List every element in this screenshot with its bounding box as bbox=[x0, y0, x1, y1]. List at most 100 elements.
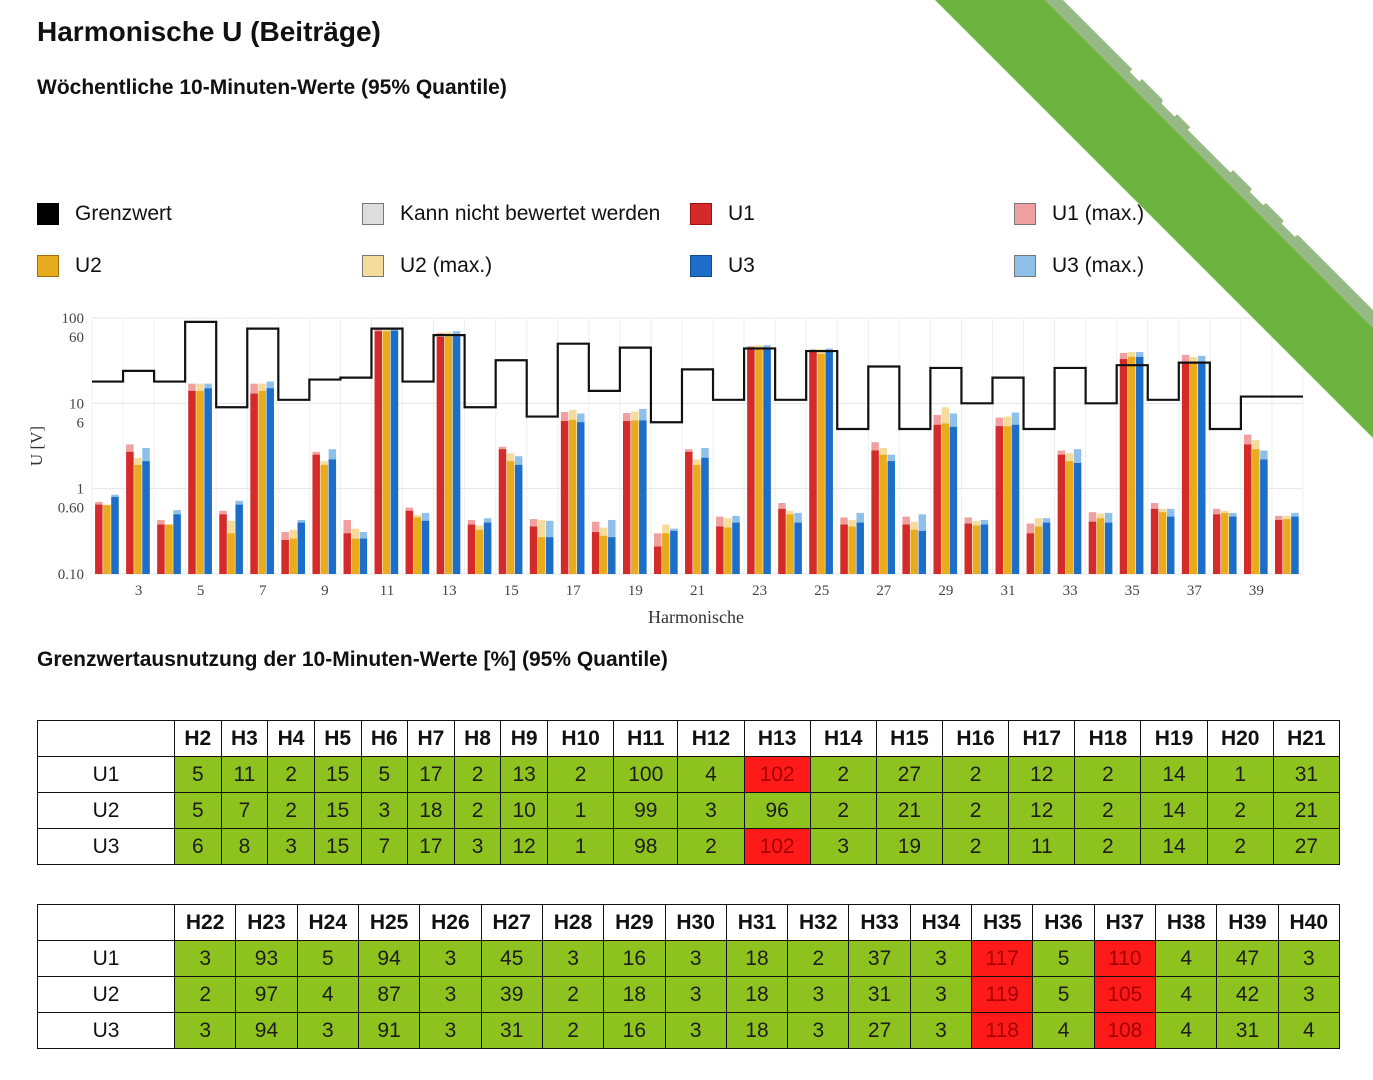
table-header-h26: H26 bbox=[419, 904, 482, 941]
table-cell: 3 bbox=[541, 940, 605, 977]
table-cell: 18 bbox=[603, 976, 666, 1013]
table-header-h11: H11 bbox=[613, 720, 679, 757]
bar-u2-h20 bbox=[662, 533, 670, 574]
table-cell: 2 bbox=[541, 976, 605, 1013]
bar-u2-h32 bbox=[1034, 526, 1043, 574]
table-cell: 3 bbox=[677, 792, 745, 829]
table-header-h38: H38 bbox=[1154, 904, 1218, 941]
bar-u2-h16 bbox=[537, 537, 546, 574]
table-cell: 5 bbox=[1032, 976, 1095, 1013]
table-cell: 6 bbox=[174, 828, 222, 865]
table-cell: 110 bbox=[1093, 940, 1157, 977]
table-cell: 102 bbox=[743, 756, 811, 793]
table-cell: 18 bbox=[407, 792, 455, 829]
x-tick-label: 13 bbox=[442, 583, 457, 599]
table-row: U1 5 11 2 15 5 17 2 13 2 100 4 102 2 27 2 12 2 14 1 31 bbox=[37, 756, 1341, 793]
y-tick-label: 60 bbox=[69, 330, 84, 346]
bar-u3-h27 bbox=[887, 461, 895, 574]
table-cell: 31 bbox=[480, 1012, 543, 1049]
table-cell: 27 bbox=[848, 1012, 911, 1049]
bar-u2-h15 bbox=[506, 461, 515, 574]
table-cell: 4 bbox=[1154, 976, 1218, 1013]
table-cell: 14 bbox=[1140, 756, 1208, 793]
table-cell: 3 bbox=[787, 976, 850, 1013]
table-cell: 3 bbox=[664, 940, 727, 977]
y-tick-label: 1 bbox=[77, 482, 85, 498]
table-header-h14: H14 bbox=[809, 720, 877, 757]
table-header-h10: H10 bbox=[546, 720, 615, 757]
bar-u2-h3 bbox=[134, 464, 142, 574]
bar-u3-h30 bbox=[980, 524, 989, 574]
bar-u2-h8 bbox=[289, 538, 297, 574]
table-cell: 118 bbox=[971, 1012, 1034, 1049]
row-label-u3: U3 bbox=[37, 828, 175, 865]
bar-u2-h17 bbox=[568, 419, 577, 574]
x-tick-label: 7 bbox=[259, 583, 267, 599]
table-header-h35: H35 bbox=[971, 904, 1034, 941]
x-tick-label: 3 bbox=[135, 583, 143, 599]
bar-u2-h28 bbox=[910, 529, 918, 574]
table-header-h21: H21 bbox=[1272, 720, 1341, 757]
bar-u2-h26 bbox=[848, 526, 856, 574]
bar-u3-h16 bbox=[545, 537, 554, 574]
table-cell: 11 bbox=[220, 756, 269, 793]
bar-u3-h4 bbox=[173, 514, 181, 574]
bar-u3-h38 bbox=[1229, 516, 1237, 574]
bar-u2-h30 bbox=[972, 525, 981, 574]
table-cell: 14 bbox=[1140, 828, 1208, 865]
bar-u3-h28 bbox=[918, 530, 927, 574]
table-cell: 108 bbox=[1093, 1012, 1157, 1049]
table-header-h3: H3 bbox=[220, 720, 269, 757]
x-axis-label: Harmonische bbox=[648, 607, 744, 627]
bar-u3-h11 bbox=[390, 330, 399, 574]
bar-u3-h40 bbox=[1291, 516, 1299, 574]
table-header-h19: H19 bbox=[1140, 720, 1208, 757]
table-cell: 4 bbox=[296, 976, 359, 1013]
table-cell: 4 bbox=[1154, 940, 1218, 977]
y-tick-label: 6 bbox=[77, 415, 85, 431]
table-cell: 3 bbox=[664, 976, 727, 1013]
table-header-h30: H30 bbox=[664, 904, 727, 941]
bar-u2-h12 bbox=[413, 517, 422, 574]
bar-u1-h15 bbox=[498, 449, 507, 574]
table-header-h27: H27 bbox=[480, 904, 543, 941]
bar-u1-h2 bbox=[95, 504, 103, 574]
bar-u1-h34 bbox=[1088, 521, 1097, 574]
table-header-h40: H40 bbox=[1277, 904, 1341, 941]
row-label-u2: U2 bbox=[37, 976, 175, 1013]
table-cell: 5 bbox=[174, 756, 222, 793]
table-header-h24: H24 bbox=[296, 904, 359, 941]
bar-u3-h22 bbox=[732, 522, 740, 574]
table-cell: 2 bbox=[1074, 792, 1142, 829]
utilization-table-h2-h21: H2 H3 H4 H5 H6 H7 H8 H9 H10 H11 H12 H13 H14 H15 H16 H17… bbox=[37, 720, 1341, 865]
bar-u1-h17 bbox=[560, 421, 569, 574]
table-cell: 5 bbox=[174, 792, 222, 829]
table-cell: 2 bbox=[453, 792, 502, 829]
bar-u3-h5 bbox=[204, 388, 212, 574]
table-cell: 3 bbox=[267, 828, 315, 865]
table-cell: 10 bbox=[500, 792, 548, 829]
bar-u3-h21 bbox=[701, 457, 709, 574]
bar-u3-h35 bbox=[1135, 356, 1144, 574]
table-cell: 2 bbox=[173, 976, 237, 1013]
x-tick-label: 31 bbox=[1001, 583, 1016, 599]
x-tick-label: 33 bbox=[1063, 583, 1078, 599]
bar-u1-h9 bbox=[312, 454, 320, 574]
x-tick-label: 27 bbox=[876, 583, 892, 599]
bar-u2-h5 bbox=[196, 390, 204, 574]
bar-u2-h19 bbox=[631, 420, 639, 574]
table-header-h20: H20 bbox=[1206, 720, 1274, 757]
table-cell: 1 bbox=[546, 828, 615, 865]
bar-u3-h20 bbox=[670, 530, 678, 574]
table-cell: 37 bbox=[848, 940, 911, 977]
table-cell: 42 bbox=[1216, 976, 1279, 1013]
table-cell: 4 bbox=[1277, 1012, 1341, 1049]
bar-u3-h18 bbox=[608, 537, 616, 574]
bar-u3-h15 bbox=[514, 464, 523, 574]
table-cell: 94 bbox=[235, 1012, 298, 1049]
table-cell: 3 bbox=[419, 1012, 482, 1049]
table-header-row: H2 H3 H4 H5 H6 H7 H8 H9 H10 H11 H12 H13 H14 H15 H16 H17… bbox=[37, 720, 1341, 757]
table-cell: 2 bbox=[546, 756, 615, 793]
table-cell: 3 bbox=[173, 1012, 237, 1049]
